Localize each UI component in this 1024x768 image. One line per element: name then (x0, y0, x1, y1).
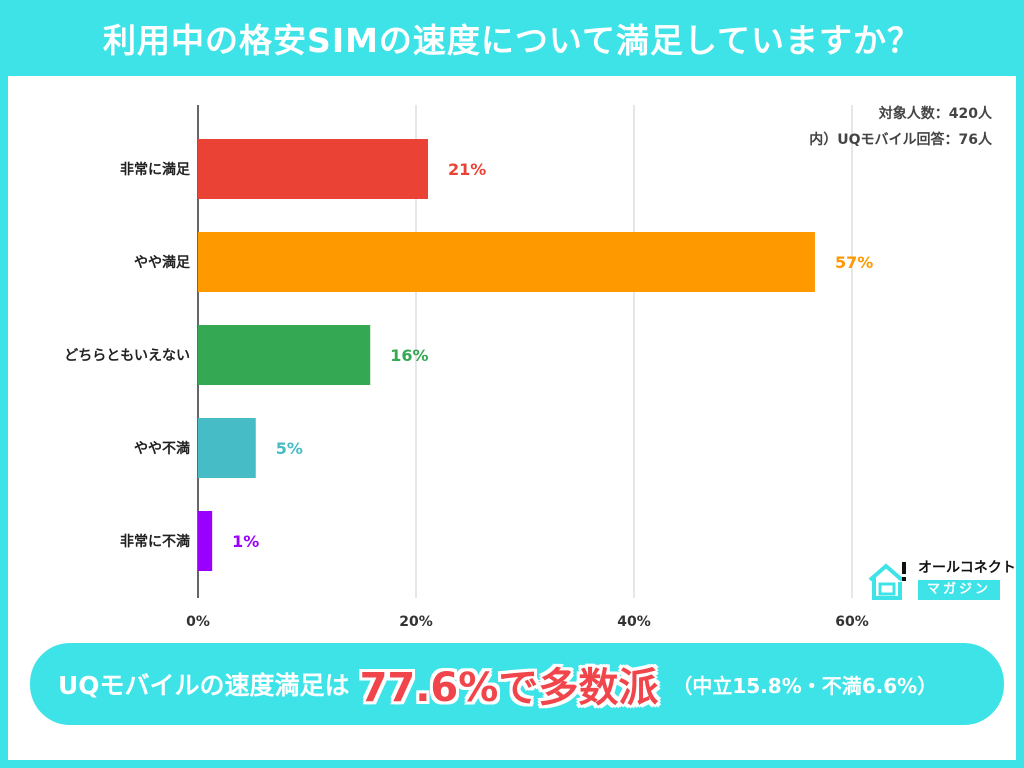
data-label: 57% (835, 253, 873, 272)
x-tick-label: 20% (399, 614, 433, 630)
x-tick-label: 60% (835, 614, 869, 630)
data-label: 16% (390, 346, 428, 365)
bar-chart: 0% 20% 40% 60% 非常に満足 21% やや満足 57% どちらともいえない 16% やや… (64, 105, 873, 630)
summary-sub: （中立15.8%・不満6.6%） (672, 673, 938, 698)
summary-banner: UQモバイルの速度満足は 77.6%で多数派 （中立15.8%・不満6.6%） (30, 643, 1004, 725)
category-label: 非常に不満 (120, 533, 190, 550)
logo: オールコネクト マガジン (866, 560, 1016, 604)
category-label: やや満足 (134, 254, 191, 271)
respondent-count: 対象人数：420人 (878, 106, 992, 122)
data-label: 21% (448, 160, 486, 179)
logo-subtext: マガジン (918, 580, 1000, 600)
bar (198, 139, 428, 199)
data-label: 1% (232, 532, 259, 551)
bar (198, 232, 815, 292)
bar (198, 418, 256, 478)
summary-lead: UQモバイルの速度満足は (58, 671, 350, 700)
category-label: 非常に満足 (120, 161, 191, 178)
data-label: 5% (276, 439, 303, 458)
x-tick-label: 40% (617, 614, 651, 630)
bar (198, 325, 371, 385)
category-label: やや不満 (134, 440, 190, 457)
house-icon (868, 562, 906, 600)
summary-highlight: 77.6%で多数派 (359, 665, 659, 711)
uq-respondent-count: 内）UQモバイル回答：76人 (809, 132, 992, 148)
bar (198, 511, 213, 571)
logo-text: オールコネクト (918, 560, 1016, 576)
category-label: どちらともいえない (64, 348, 190, 364)
x-tick-label: 0% (186, 614, 210, 630)
page-title: 利用中の格安SIMの速度について満足していますか？ (103, 21, 921, 60)
